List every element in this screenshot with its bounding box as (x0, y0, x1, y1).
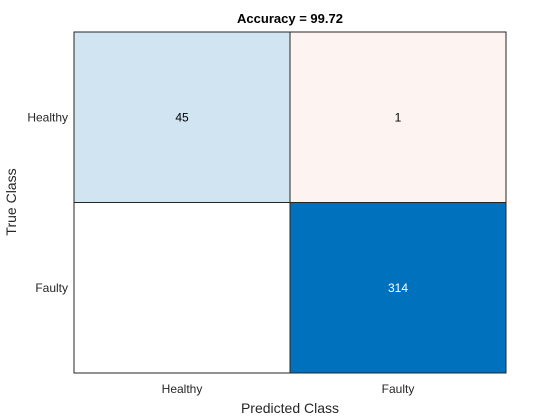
heatmap-cells (73, 31, 507, 374)
x-axis-label: Predicted Class (241, 400, 339, 416)
x-axis-tick-labels: Healthy Faulty (162, 382, 415, 396)
cell-value-r0-c0: 45 (175, 110, 189, 124)
chart-title: Accuracy = 99.72 (237, 11, 343, 26)
heatmap-cell-r1-c1 (289, 202, 507, 374)
heatmap-cell-r0-c0 (73, 31, 291, 203)
cell-value-r1-c1: 314 (388, 281, 408, 295)
x-tick-label-1: Faulty (382, 382, 415, 396)
plot-frame (73, 31, 507, 374)
y-axis-label: True Class (3, 168, 19, 235)
heatmap-cell-labels: 45 1 314 (175, 110, 408, 295)
y-axis-tick-labels: Healthy Faulty (27, 110, 68, 295)
y-tick-label-0: Healthy (27, 110, 68, 124)
y-tick-label-1: Faulty (35, 281, 68, 295)
x-tick-label-0: Healthy (162, 382, 203, 396)
cell-value-r0-c1: 1 (395, 110, 402, 124)
heatmap-cell-r1-c0 (73, 202, 291, 374)
